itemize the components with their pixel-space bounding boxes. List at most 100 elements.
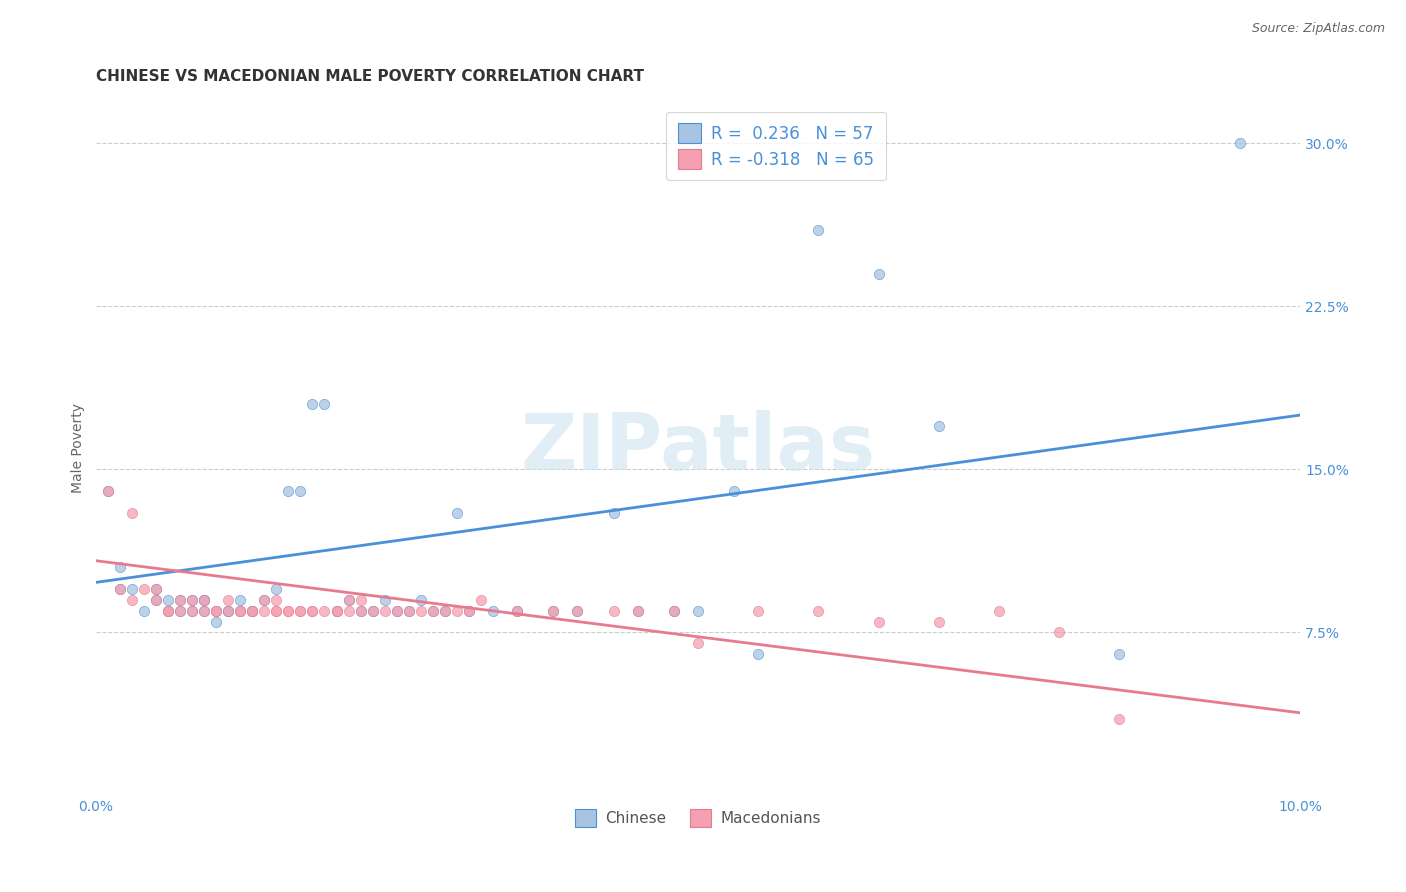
- Point: [567, 604, 589, 618]
- Point: [686, 604, 709, 618]
- Point: [723, 484, 745, 499]
- Point: [361, 604, 384, 618]
- Point: [229, 604, 252, 618]
- Point: [277, 604, 299, 618]
- Point: [121, 506, 143, 520]
- Point: [807, 604, 830, 618]
- Point: [169, 592, 191, 607]
- Point: [266, 604, 288, 618]
- Point: [108, 560, 131, 574]
- Point: [662, 604, 685, 618]
- Point: [181, 604, 204, 618]
- Point: [446, 604, 468, 618]
- Point: [205, 604, 228, 618]
- Point: [301, 397, 323, 411]
- Point: [132, 582, 155, 596]
- Point: [1047, 625, 1070, 640]
- Text: ZIPatlas: ZIPatlas: [520, 409, 876, 485]
- Point: [458, 604, 481, 618]
- Point: [240, 604, 263, 618]
- Point: [217, 604, 239, 618]
- Point: [662, 604, 685, 618]
- Point: [290, 604, 312, 618]
- Point: [374, 604, 396, 618]
- Point: [217, 592, 239, 607]
- Point: [385, 604, 408, 618]
- Point: [169, 592, 191, 607]
- Point: [747, 647, 769, 661]
- Point: [97, 484, 120, 499]
- Point: [145, 592, 167, 607]
- Point: [928, 419, 950, 434]
- Point: [108, 582, 131, 596]
- Point: [868, 615, 890, 629]
- Point: [458, 604, 481, 618]
- Point: [446, 506, 468, 520]
- Point: [290, 484, 312, 499]
- Point: [506, 604, 529, 618]
- Point: [240, 604, 263, 618]
- Point: [433, 604, 456, 618]
- Point: [567, 604, 589, 618]
- Point: [193, 592, 215, 607]
- Point: [325, 604, 347, 618]
- Point: [253, 592, 276, 607]
- Point: [1108, 712, 1130, 726]
- Point: [121, 592, 143, 607]
- Point: [253, 592, 276, 607]
- Point: [1108, 647, 1130, 661]
- Point: [349, 604, 371, 618]
- Point: [301, 604, 323, 618]
- Point: [266, 592, 288, 607]
- Point: [205, 615, 228, 629]
- Point: [627, 604, 650, 618]
- Point: [422, 604, 444, 618]
- Point: [337, 604, 360, 618]
- Point: [602, 506, 624, 520]
- Point: [277, 604, 299, 618]
- Point: [145, 592, 167, 607]
- Point: [928, 615, 950, 629]
- Point: [229, 592, 252, 607]
- Point: [747, 604, 769, 618]
- Point: [145, 582, 167, 596]
- Point: [240, 604, 263, 618]
- Point: [132, 604, 155, 618]
- Point: [193, 592, 215, 607]
- Point: [506, 604, 529, 618]
- Point: [97, 484, 120, 499]
- Point: [543, 604, 565, 618]
- Point: [266, 604, 288, 618]
- Legend: Chinese, Macedonians: Chinese, Macedonians: [569, 803, 827, 833]
- Point: [627, 604, 650, 618]
- Point: [108, 582, 131, 596]
- Point: [422, 604, 444, 618]
- Point: [1229, 136, 1251, 151]
- Point: [337, 592, 360, 607]
- Point: [868, 267, 890, 281]
- Point: [229, 604, 252, 618]
- Point: [193, 604, 215, 618]
- Point: [156, 604, 179, 618]
- Point: [229, 604, 252, 618]
- Point: [156, 604, 179, 618]
- Point: [193, 592, 215, 607]
- Point: [121, 582, 143, 596]
- Text: CHINESE VS MACEDONIAN MALE POVERTY CORRELATION CHART: CHINESE VS MACEDONIAN MALE POVERTY CORRE…: [96, 69, 644, 84]
- Point: [277, 484, 299, 499]
- Point: [314, 604, 336, 618]
- Point: [433, 604, 456, 618]
- Point: [398, 604, 420, 618]
- Point: [470, 592, 492, 607]
- Point: [398, 604, 420, 618]
- Point: [409, 592, 432, 607]
- Point: [374, 592, 396, 607]
- Point: [482, 604, 505, 618]
- Point: [205, 604, 228, 618]
- Text: Source: ZipAtlas.com: Source: ZipAtlas.com: [1251, 22, 1385, 36]
- Point: [169, 604, 191, 618]
- Point: [325, 604, 347, 618]
- Point: [325, 604, 347, 618]
- Point: [181, 604, 204, 618]
- Point: [217, 604, 239, 618]
